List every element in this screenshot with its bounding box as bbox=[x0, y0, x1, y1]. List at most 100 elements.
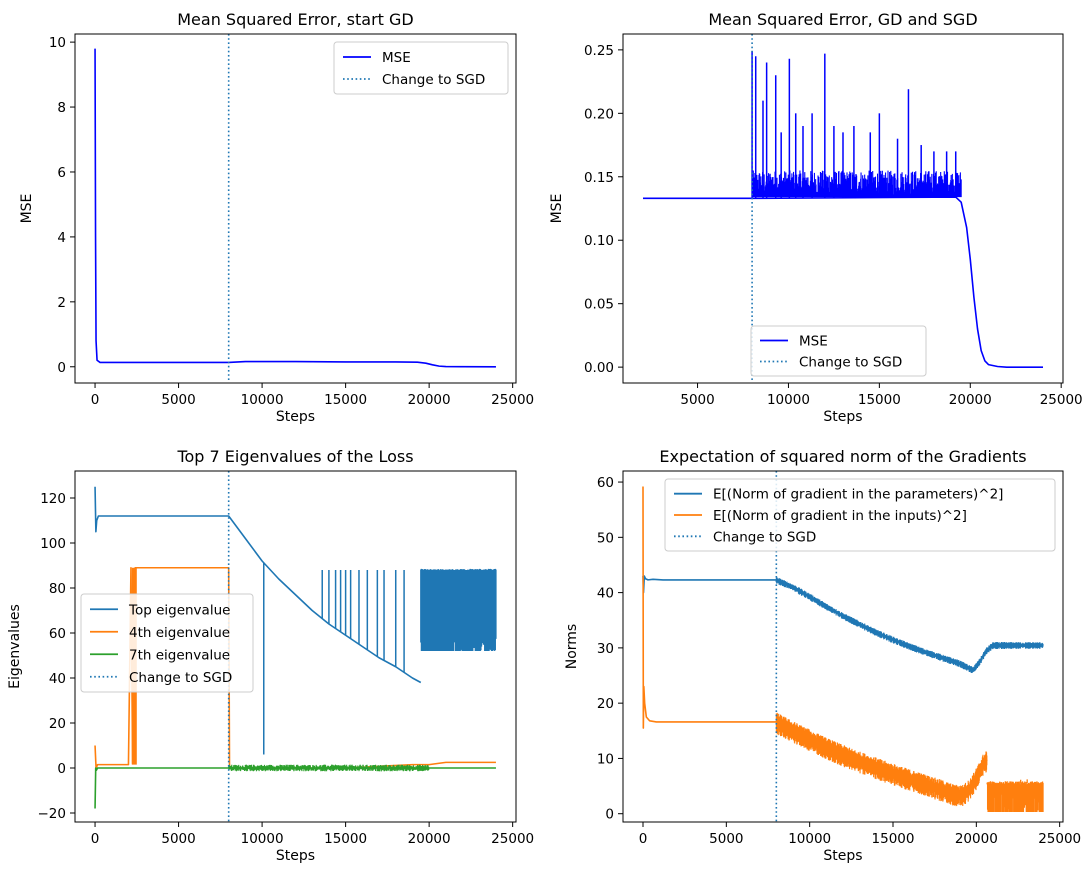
y-tick-label: 0.25 bbox=[584, 43, 614, 59]
legend: Top eigenvalue 4th eigenvalue 7th eigenval… bbox=[80, 593, 254, 693]
series-line-0 bbox=[643, 196, 1043, 368]
x-tick-label: 15000 bbox=[324, 831, 367, 847]
series-noise-1 bbox=[775, 712, 988, 807]
x-tick-label: 0 bbox=[639, 831, 648, 847]
panel-eigenvalues: 0 5000 10000 15000 20000 25000 −20 0 20 40 60 80 100… bbox=[7, 447, 534, 864]
series-0 bbox=[94, 486, 497, 755]
x-tick-label: 5000 bbox=[680, 392, 714, 408]
chart-title: Top 7 Eigenvalues of the Loss bbox=[176, 447, 413, 466]
y-tick-label: 4 bbox=[57, 230, 66, 246]
y-tick-label: 50 bbox=[597, 530, 614, 546]
series-0 bbox=[642, 575, 1044, 673]
axes-frame bbox=[622, 33, 1064, 384]
x-axis-label: Steps bbox=[276, 409, 315, 425]
axes-frame bbox=[622, 470, 1064, 823]
y-tick-label: 10 bbox=[597, 751, 614, 767]
y-tick-label: 0.10 bbox=[584, 233, 614, 249]
series-line-2 bbox=[94, 767, 496, 809]
x-tick-label: 0 bbox=[91, 831, 100, 847]
panel-mse-start-gd: 0 5000 10000 15000 20000 25000 0 2 4 6 8 10 Mean Squ… bbox=[19, 10, 534, 425]
series-line-0 bbox=[94, 486, 422, 684]
x-tick-label: 5000 bbox=[709, 831, 743, 847]
x-axis-label: Steps bbox=[823, 409, 862, 425]
x-tick-label: 25000 bbox=[1038, 831, 1081, 847]
x-tick-label: 10000 bbox=[788, 831, 831, 847]
legend: MSE Change to SGD bbox=[750, 325, 927, 377]
x-tick-label: 20000 bbox=[955, 831, 998, 847]
y-tick-label: −20 bbox=[38, 806, 67, 822]
x-tick-label: 10000 bbox=[241, 831, 284, 847]
series-noise-0 bbox=[775, 577, 1044, 673]
legend-label: E[(Norm of gradient in the inputs)^2] bbox=[713, 508, 967, 524]
x-axis-label: Steps bbox=[276, 848, 315, 864]
y-tick-label: 100 bbox=[40, 536, 66, 552]
legend-label: MSE bbox=[799, 334, 828, 350]
series-noise-2 bbox=[228, 764, 430, 772]
x-tick-label: 25000 bbox=[491, 392, 534, 408]
x-tick-label: 5000 bbox=[161, 392, 195, 408]
legend-label: Change to SGD bbox=[129, 670, 232, 686]
plot-area bbox=[642, 471, 1044, 822]
y-tick-label: 0.05 bbox=[584, 297, 614, 313]
series-line-0 bbox=[94, 48, 496, 368]
axes-frame bbox=[74, 470, 517, 823]
y-tick-label: 80 bbox=[49, 581, 66, 597]
y-axis-label: Norms bbox=[564, 624, 580, 669]
y-tick-label: 30 bbox=[597, 641, 614, 657]
chart-title: Mean Squared Error, start GD bbox=[177, 10, 414, 29]
y-tick-label: 6 bbox=[57, 165, 66, 181]
y-tick-label: 20 bbox=[49, 716, 66, 732]
legend-label: 4th eigenvalue bbox=[129, 625, 230, 641]
legend-label: Change to SGD bbox=[799, 355, 902, 371]
y-axis-label: MSE bbox=[19, 194, 35, 224]
x-tick-label: 0 bbox=[91, 392, 100, 408]
legend-label: Top eigenvalue bbox=[128, 602, 230, 618]
x-tick-label: 15000 bbox=[858, 392, 901, 408]
x-tick-label: 25000 bbox=[491, 831, 534, 847]
y-tick-label: 0 bbox=[605, 807, 614, 823]
x-tick-label: 20000 bbox=[949, 392, 992, 408]
legend: E[(Norm of gradient in the parameters)^2… bbox=[664, 478, 1056, 552]
x-tick-label: 10000 bbox=[241, 392, 284, 408]
x-tick-label: 15000 bbox=[872, 831, 915, 847]
y-tick-label: 0 bbox=[57, 360, 66, 376]
y-tick-label: 2 bbox=[57, 295, 66, 311]
y-tick-label: 40 bbox=[597, 586, 614, 602]
y-tick-label: 10 bbox=[49, 35, 66, 51]
legend-label: 7th eigenvalue bbox=[129, 647, 230, 663]
x-tick-label: 20000 bbox=[408, 831, 451, 847]
legend-label: Change to SGD bbox=[382, 72, 485, 88]
plot-area bbox=[643, 34, 1043, 383]
panel-mse-gd-sgd: 5000 10000 15000 20000 25000 0.00 0.05 0.10 0.15… bbox=[549, 10, 1083, 425]
y-tick-label: 60 bbox=[49, 626, 66, 642]
legend-box bbox=[664, 478, 1056, 552]
plot-area bbox=[94, 34, 496, 383]
legend-label: E[(Norm of gradient in the parameters)^2… bbox=[713, 487, 1003, 503]
y-tick-label: 0.00 bbox=[584, 360, 614, 376]
y-tick-label: 60 bbox=[597, 475, 614, 491]
y-tick-label: 0.15 bbox=[584, 170, 614, 186]
legend-label: MSE bbox=[382, 50, 411, 66]
y-tick-label: 0 bbox=[57, 761, 66, 777]
legend-box bbox=[750, 325, 927, 377]
x-tick-label: 25000 bbox=[1040, 392, 1083, 408]
legend-box bbox=[333, 41, 509, 95]
series-band-1 bbox=[986, 779, 1044, 813]
y-tick-label: 8 bbox=[57, 100, 66, 116]
y-tick-label: 40 bbox=[49, 671, 66, 687]
series-line-1 bbox=[94, 566, 496, 769]
legend-label: Change to SGD bbox=[713, 529, 816, 545]
x-tick-label: 10000 bbox=[767, 392, 810, 408]
series-0 bbox=[94, 48, 496, 368]
chart-title: Expectation of squared norm of the Gradi… bbox=[659, 447, 1026, 466]
series-noise-0 bbox=[751, 170, 962, 198]
legend-box bbox=[80, 593, 254, 693]
y-tick-label: 20 bbox=[597, 696, 614, 712]
series-band-0 bbox=[420, 568, 497, 651]
legend: MSE Change to SGD bbox=[333, 41, 509, 95]
chart-title: Mean Squared Error, GD and SGD bbox=[708, 10, 977, 29]
y-tick-label: 0.20 bbox=[584, 106, 614, 122]
x-tick-label: 5000 bbox=[161, 831, 195, 847]
series-2 bbox=[94, 764, 496, 809]
